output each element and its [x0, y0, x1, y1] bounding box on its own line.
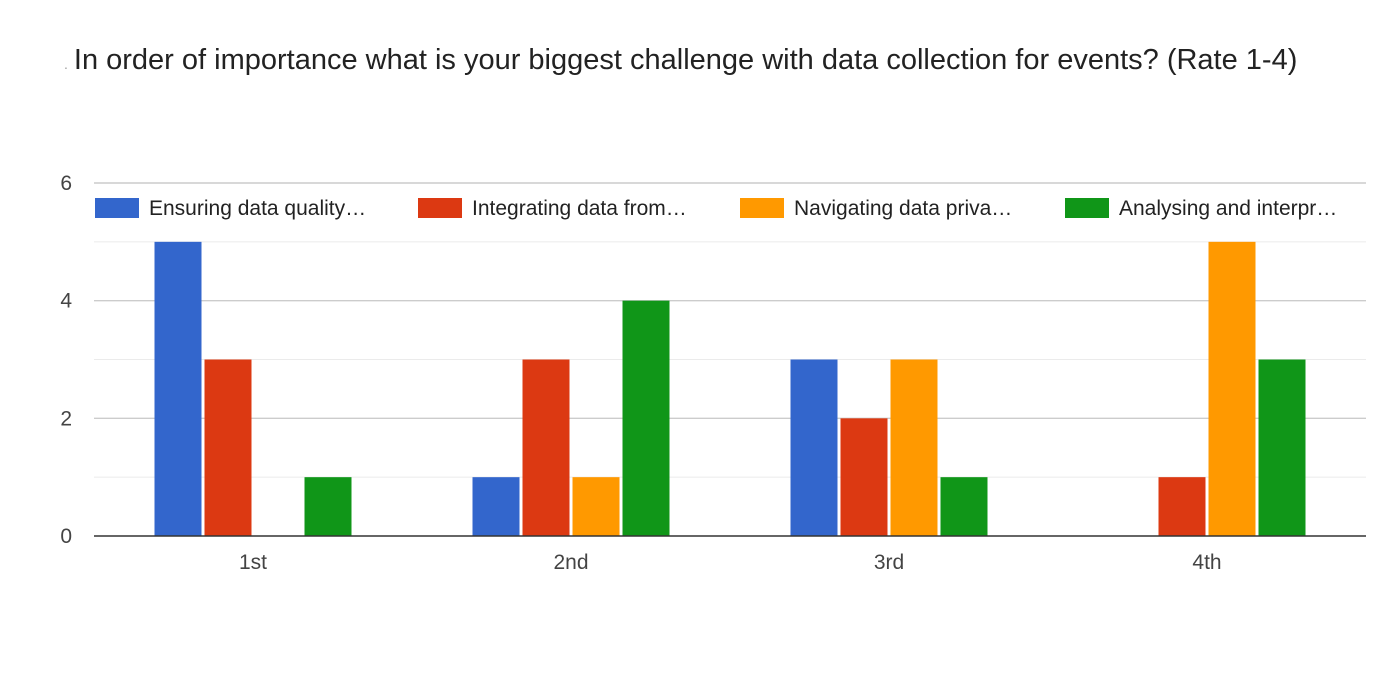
bar [790, 359, 838, 536]
title-marker: . [64, 56, 68, 72]
bar [204, 359, 252, 536]
chart-title: . In order of importance what is your big… [64, 44, 1297, 77]
y-tick-label: 4 [60, 290, 72, 313]
legend-swatch [95, 198, 139, 218]
bar [890, 359, 938, 536]
bar [522, 359, 570, 536]
bars [154, 241, 1306, 537]
legend-label: Integrating data from… [472, 197, 687, 220]
y-tick-label: 2 [60, 407, 72, 430]
x-tick-label: 3rd [874, 551, 904, 574]
gridlines [94, 182, 1366, 478]
bar [154, 241, 202, 537]
bar [1158, 477, 1206, 536]
bar [940, 477, 988, 536]
x-tick-label: 4th [1192, 551, 1221, 574]
legend-item: Analysing and interpr… [1065, 197, 1337, 220]
bar [472, 477, 520, 536]
chart-title-text: In order of importance what is your bigg… [73, 44, 1298, 76]
legend-swatch [740, 198, 784, 218]
bar [572, 477, 620, 536]
bar [622, 300, 670, 536]
x-tick-label: 1st [239, 551, 267, 574]
legend-item: Ensuring data quality… [95, 197, 366, 220]
y-tick-label: 0 [60, 525, 72, 548]
legend-swatch [1065, 198, 1109, 218]
legend: Ensuring data quality… Integrating data f… [95, 197, 1337, 220]
bar [1208, 241, 1256, 537]
legend-label: Navigating data priva… [794, 197, 1012, 220]
bar [304, 477, 352, 536]
legend-swatch [418, 198, 462, 218]
bar [1258, 359, 1306, 536]
axes: 0 2 4 6 1st 2nd 3rd 4th [60, 172, 1366, 574]
legend-label: Ensuring data quality… [149, 197, 366, 220]
y-tick-label: 6 [60, 172, 72, 195]
bar [840, 418, 888, 536]
legend-label: Analysing and interpr… [1119, 197, 1337, 220]
legend-item: Integrating data from… [418, 197, 687, 220]
legend-item: Navigating data priva… [740, 197, 1012, 220]
x-tick-label: 2nd [553, 551, 588, 574]
